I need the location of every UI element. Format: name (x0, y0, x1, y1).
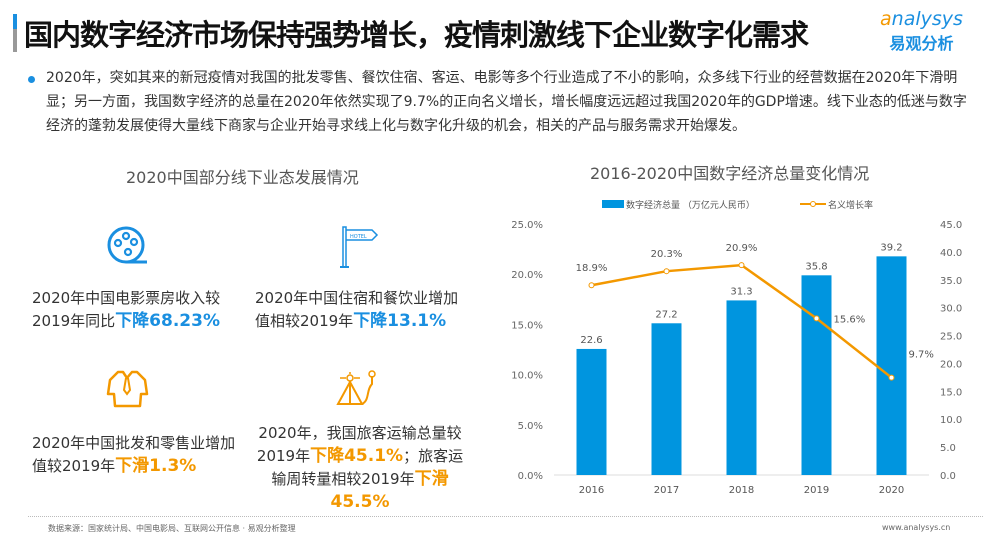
stat-retail: 2020年中国批发和零售业增加值较2019年下滑1.3% (32, 432, 242, 478)
chart: 数字经济总量 （万亿元人民币） 名义增长率 0.0% 5.0% 10.0% 15.0% 20… (511, 199, 962, 496)
stat-text: 2020年，我国旅客运输总量较2019年 (256, 424, 462, 465)
left-axis-tick: 10.0% (511, 371, 543, 382)
growth-label: 20.9% (726, 243, 758, 254)
road-travel-icon (336, 370, 376, 405)
footer-url: www.analysys.cn (882, 523, 951, 532)
stat-highlight: 下降68.23% (115, 311, 220, 331)
footer-divider (28, 516, 983, 517)
bullet-icon (28, 76, 35, 83)
growth-label: 20.3% (651, 249, 683, 260)
stat-movie: 2020年中国电影票房收入较2019年同比下降68.23% (32, 287, 242, 333)
logo: analysys 易观分析 (880, 8, 963, 54)
bar-label: 27.2 (655, 309, 677, 320)
left-axis-tick: 5.0% (518, 421, 543, 432)
right-axis-tick: 10.0 (940, 415, 962, 426)
right-axis-tick: 20.0 (940, 359, 962, 370)
logo-en: analysys (880, 8, 963, 30)
x-tick-label: 2016 (579, 485, 604, 496)
growth-point (738, 262, 745, 269)
bar-label: 31.3 (730, 286, 752, 297)
right-axis-tick: 30.0 (940, 304, 962, 315)
bar-label: 35.8 (805, 261, 827, 272)
growth-point (663, 268, 670, 275)
page-title: 国内数字经济市场保持强势增长，疫情刺激线下企业数字化需求 (24, 18, 809, 52)
right-axis-tick: 0.0 (940, 471, 956, 482)
right-axis-tick: 5.0 (940, 443, 956, 454)
footer-source: 数据来源：国家统计局、中国电影局、互联网公开信息 · 易观分析整理 (48, 524, 296, 533)
growth-point (813, 315, 820, 322)
right-axis-tick: 25.0 (940, 332, 962, 343)
legend-line-marker (810, 201, 816, 207)
stat-text: 2020年中国住宿和餐饮业增加值相较2019年 (255, 289, 459, 330)
bar-2019 (801, 275, 832, 475)
left-axis-tick: 15.0% (511, 320, 543, 331)
right-axis-tick: 40.0 (940, 248, 962, 259)
growth-label: 9.7% (909, 350, 934, 361)
stat-text: 2020年中国电影票房收入较2019年同比 (32, 289, 221, 330)
growth-label: 18.9% (576, 263, 608, 274)
x-tick-label: 2019 (804, 485, 829, 496)
hotel-sign-icon: HOTEL (340, 226, 379, 268)
legend-line-label: 名义增长率 (828, 199, 873, 211)
stat-highlight: 下降13.1% (353, 311, 447, 331)
film-reel-icon (107, 226, 147, 264)
growth-point (888, 374, 895, 381)
bar-2020 (876, 256, 907, 475)
legend-bar-swatch (602, 200, 624, 208)
bar-label: 22.6 (580, 335, 602, 346)
growth-point (588, 282, 595, 289)
right-axis-tick: 15.0 (940, 387, 962, 398)
left-axis-tick: 25.0% (511, 220, 543, 231)
intro-text: 2020年，突如其来的新冠疫情对我国的批发零售、餐饮住宿、客运、电影等多个行业造… (46, 70, 967, 134)
chart-title: 2016-2020中国数字经济总量变化情况 (590, 164, 870, 183)
shirt-tie-icon (106, 370, 149, 408)
left-axis-tick: 0.0% (518, 471, 543, 482)
stat-highlight: 下滑1.3% (115, 456, 197, 476)
left-section-title: 2020中国部分线下业态发展情况 (126, 168, 359, 187)
bar-2017 (651, 323, 682, 475)
bar-2016 (576, 348, 607, 475)
x-tick-label: 2020 (879, 485, 904, 496)
growth-label: 15.6% (834, 314, 866, 325)
stat-text-2: ；旅客运输周转量相较2019年 (271, 447, 464, 488)
left-axis-tick: 20.0% (511, 270, 543, 281)
legend-bar-label: 数字经济总量 （万亿元人民币） (626, 199, 755, 211)
right-axis-tick: 35.0 (940, 276, 962, 287)
svg-text:HOTEL: HOTEL (350, 234, 367, 240)
stat-transport: 2020年，我国旅客运输总量较2019年下降45.1%；旅客运输周转量相较201… (250, 422, 470, 514)
bar-label: 39.2 (880, 242, 902, 253)
stat-text: 2020年中国批发和零售业增加值较2019年 (32, 434, 236, 475)
bar-2018 (726, 300, 757, 475)
logo-cn: 易观分析 (889, 34, 954, 53)
title-accent-bar (13, 14, 17, 52)
stat-highlight: 下降45.1% (310, 446, 404, 466)
stat-hotel: 2020年中国住宿和餐饮业增加值相较2019年下降13.1% (255, 287, 465, 333)
stat-highlight-2: 下滑45.5% (330, 469, 449, 512)
right-axis-tick: 45.0 (940, 220, 962, 231)
x-tick-label: 2017 (654, 485, 679, 496)
x-tick-label: 2018 (729, 485, 754, 496)
